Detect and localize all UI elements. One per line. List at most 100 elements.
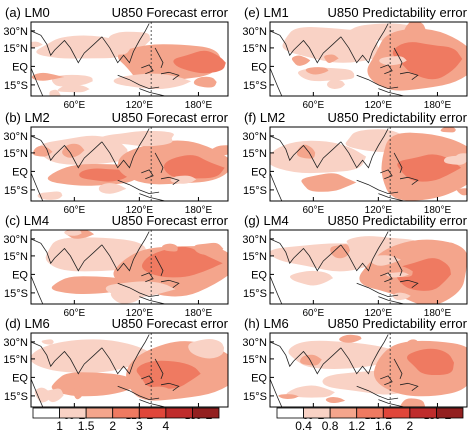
- coastline: [399, 382, 419, 392]
- panel-title: U850 Forecast error: [112, 316, 229, 331]
- lon-tick-label: 60°E: [302, 205, 324, 216]
- coastline: [399, 71, 419, 81]
- coastline: [378, 193, 405, 201]
- coastline: [139, 193, 166, 201]
- lon-tick-label: 180°E: [185, 205, 213, 216]
- colorbar-swatch: [436, 407, 464, 419]
- error-contour: [137, 282, 150, 295]
- lon-tick-label: 120°E: [126, 308, 154, 319]
- coastline: [160, 279, 180, 289]
- coastline: [393, 47, 403, 69]
- coastline: [340, 23, 389, 64]
- panel-label: (d) LM6: [5, 316, 50, 331]
- colorbar-swatch: [112, 407, 140, 419]
- error-field: [270, 230, 467, 304]
- coastline: [117, 74, 160, 90]
- error-field: [31, 333, 228, 407]
- error-contour: [73, 386, 84, 400]
- error-contour: [407, 348, 454, 376]
- lat-tick-label: 15°S: [243, 288, 267, 300]
- panel-right-2: (g) LM4 U850 Predictability error 30°N 15°N…: [242, 213, 467, 319]
- lat-tick-label: 30°N: [242, 131, 267, 143]
- lat-tick-label: 15°N: [3, 354, 28, 366]
- coastline: [139, 399, 166, 407]
- error-contour: [188, 338, 225, 359]
- coastline: [378, 399, 405, 407]
- error-contour: [62, 143, 85, 158]
- error-contour: [291, 55, 311, 66]
- lat-tick-label: 30°N: [3, 337, 28, 349]
- lat-tick-label: EQ: [251, 61, 267, 73]
- error-contour: [438, 242, 458, 249]
- panel-frame: [30, 126, 229, 202]
- error-contour: [37, 191, 63, 200]
- panel-frame: [269, 21, 468, 97]
- panel-left-2: (c) LM4 U850 Forecast error 30°N 15°N EQ 15°S…: [3, 213, 228, 319]
- colorbar-swatch: [356, 407, 384, 419]
- lat-tick-label: 15°N: [242, 354, 267, 366]
- lon-tick-label: 180°E: [185, 100, 213, 111]
- coastline: [160, 176, 180, 186]
- lat-tick-label: EQ: [251, 166, 267, 178]
- colorbar-swatch: [59, 407, 87, 419]
- lon-tick-label: 120°E: [126, 100, 154, 111]
- lon-tick-label: 60°E: [63, 100, 85, 111]
- error-contour: [300, 354, 322, 366]
- error-contour: [406, 339, 419, 351]
- error-contour: [163, 155, 225, 179]
- lon-tick-label: 120°E: [365, 308, 393, 319]
- colorbar-swatch: [165, 407, 193, 419]
- lat-tick-label: 15°N: [242, 148, 267, 160]
- lat-tick-label: EQ: [251, 372, 267, 384]
- error-contour: [57, 84, 90, 93]
- coastline: [117, 179, 160, 195]
- lat-tick-label: 15°S: [243, 185, 267, 197]
- coastline: [356, 74, 399, 90]
- lat-tick-label: 15°S: [4, 391, 28, 403]
- error-contour: [270, 140, 367, 174]
- error-contour: [49, 89, 61, 96]
- panel-title: U850 Predictability error: [328, 110, 468, 125]
- coastline: [101, 231, 150, 272]
- lat-tick-label: 30°N: [3, 234, 28, 246]
- lon-tick-label: 180°E: [424, 205, 452, 216]
- coastline: [399, 279, 419, 289]
- error-contour: [31, 72, 65, 81]
- error-contour: [301, 173, 357, 192]
- colorbar-tick-label: 1.2: [348, 419, 365, 430]
- coastline: [378, 88, 405, 96]
- error-contour: [286, 385, 335, 398]
- coastline: [154, 358, 164, 380]
- error-contour: [339, 334, 362, 343]
- panel-left-3: (d) LM6 U850 Forecast error 30°N 15°N EQ 15°S…: [3, 316, 229, 422]
- colorbar-swatch: [85, 407, 114, 419]
- coastline: [270, 378, 283, 407]
- error-contour: [386, 272, 409, 278]
- coastline: [31, 67, 44, 96]
- panel-label: (c) LM4: [5, 213, 49, 228]
- lat-tick-label: 30°N: [3, 131, 28, 143]
- error-contour: [209, 145, 228, 156]
- colorbar-tick-label: 0.4: [295, 419, 312, 430]
- panel-label: (a) LM0: [5, 5, 50, 20]
- colorbar-swatch: [409, 407, 437, 419]
- lat-tick-label: 15°S: [4, 185, 28, 197]
- lon-tick-label: 180°E: [185, 308, 213, 319]
- lon-tick-label: 180°E: [424, 308, 452, 319]
- error-contour: [270, 243, 390, 272]
- colorbar-swatch: [303, 407, 331, 419]
- error-field: [270, 127, 467, 201]
- lon-tick-label: 60°E: [63, 205, 85, 216]
- coastline: [31, 341, 103, 375]
- lat-tick-label: 15°N: [3, 43, 28, 55]
- panels-group: (a) LM0 U850 Forecast error 30°N 15°N EQ 15°S…: [3, 5, 468, 422]
- colorbar-swatch: [329, 407, 358, 419]
- panel-title: U850 Forecast error: [112, 110, 229, 125]
- colorbar-tick-label: 4: [163, 419, 170, 430]
- lat-tick-label: 30°N: [3, 26, 28, 38]
- coastline: [393, 255, 403, 277]
- error-contour: [79, 168, 130, 182]
- error-contour: [162, 243, 178, 252]
- lon-tick-label: 60°E: [63, 308, 85, 319]
- coastline: [393, 358, 403, 380]
